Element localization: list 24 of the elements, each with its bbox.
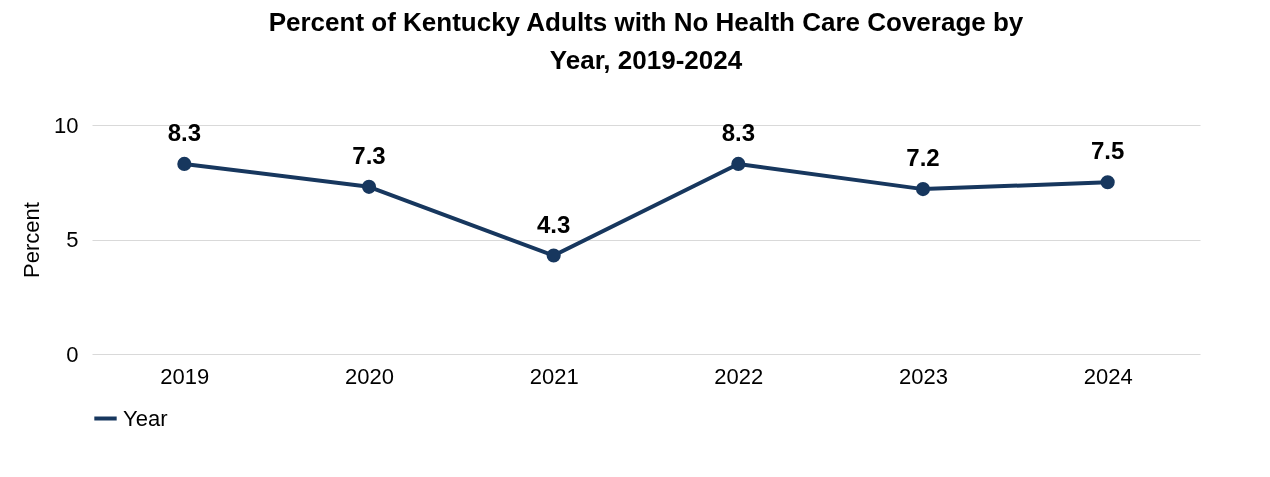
y-tick-label: 0	[66, 341, 79, 367]
point	[361, 179, 377, 194]
data-label: 7.5	[1090, 137, 1125, 165]
point	[915, 182, 931, 197]
x-tick-label: 2021	[529, 363, 579, 389]
x-tick-label: 2019	[160, 363, 210, 389]
point	[1100, 175, 1115, 190]
y-tick-label: 10	[54, 112, 79, 138]
y-tick-label: 5	[66, 227, 79, 252]
legend-label: Year	[123, 405, 168, 431]
chart-title: Percent of Kentucky Adults with No Health Care Coverage by Year, 2019-2024	[268, 7, 1024, 75]
x-tick-label: 2024	[1083, 363, 1133, 389]
data-label: 8.3	[721, 118, 756, 146]
x-tick-label: 2023	[899, 363, 948, 389]
x-tick-label: 2020	[345, 363, 394, 389]
x-tick-label: 2022	[714, 363, 764, 389]
y-axis-title: Percent	[19, 202, 45, 278]
point	[546, 248, 561, 263]
data-label: 7.3	[352, 141, 386, 169]
data-label: 7.2	[906, 144, 940, 172]
data-label: 4.3	[536, 210, 571, 238]
point	[731, 156, 746, 171]
data-label: 8.3	[167, 118, 202, 146]
point	[177, 156, 192, 171]
